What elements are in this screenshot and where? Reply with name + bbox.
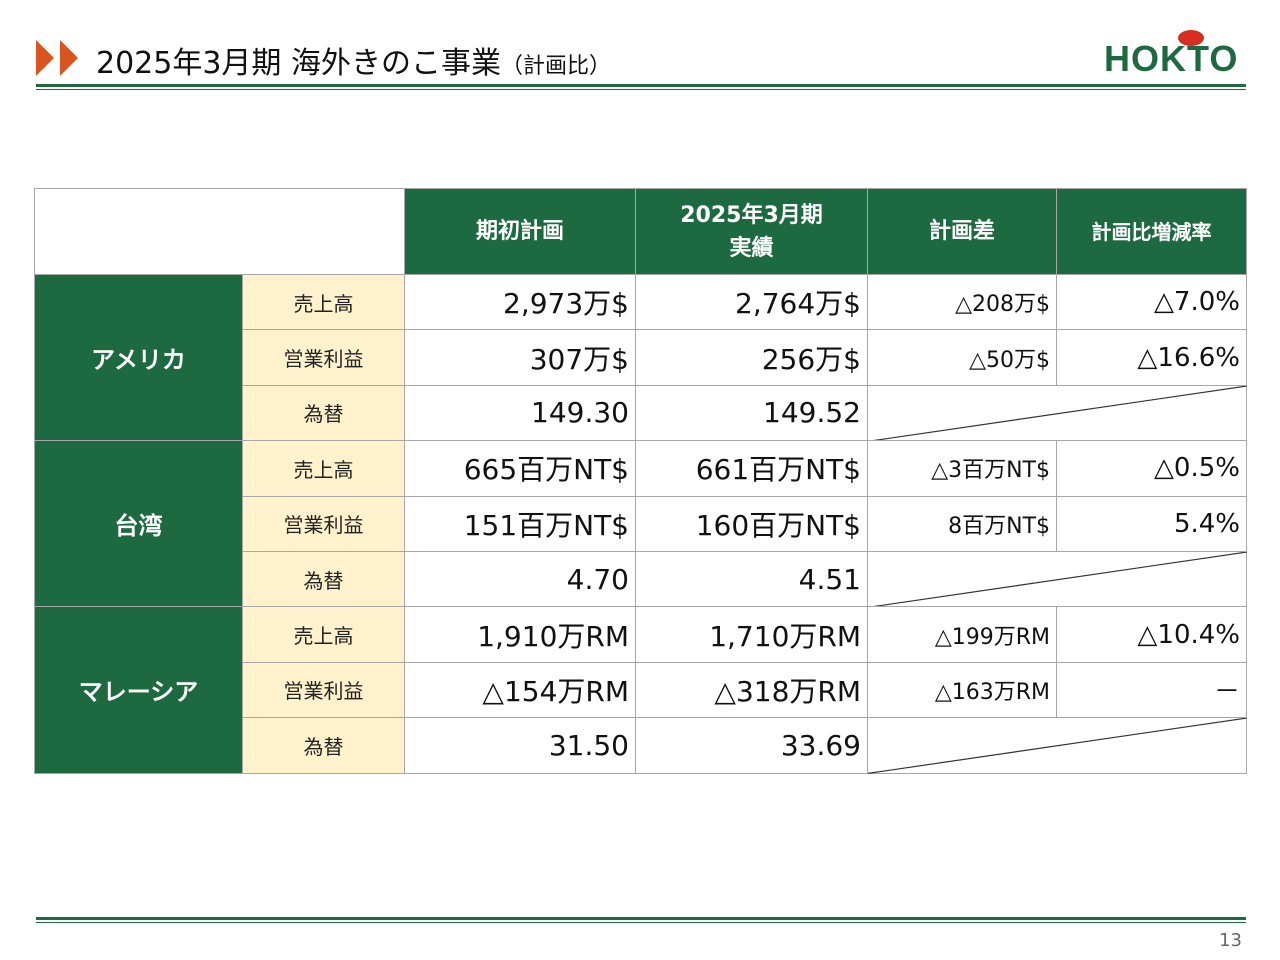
header-text: 計画差 [929,215,995,248]
header-line: 計画差 [928,219,995,244]
value-cell: △3百万NT$ [867,440,1057,497]
header-text: 計画比増減率 [1092,217,1212,247]
header-line: 期初計画 [475,219,564,244]
row-label: 為替 [242,717,405,774]
header-text: 期初計画 [476,215,564,248]
value-cell: △154万RM [404,661,636,719]
value-cell: 307万$ [404,329,636,386]
title-note: （計画比） [500,54,611,79]
column-header: 計画比増減率 [1056,188,1247,275]
rule [36,89,1246,90]
value-cell: 149.52 [635,384,868,442]
value-cell: 31.50 [404,717,636,774]
row-label: 売上高 [242,440,405,497]
value-cell: 4.70 [404,551,636,608]
group-label: 台湾 [34,440,243,608]
diagonal [868,385,1247,442]
header-line: 2025年3月期 [680,202,823,228]
value-cell: 4.51 [635,551,868,608]
rule [36,922,1246,923]
value-cell: 1,710万RM [635,606,868,663]
header-text: 2025年3月期 実績 [680,199,823,265]
value-cell: 1,910万RM [404,606,636,663]
row-label: 営業利益 [242,495,405,552]
empty-cell [867,384,1247,442]
row-label: 為替 [242,551,405,608]
diagonal-line [868,385,1247,442]
title: 2025年3月期 海外きのこ事業（計画比） [96,38,611,82]
row-label: 売上高 [242,606,405,663]
row-label: 営業利益 [242,661,405,719]
value-cell: 8百万NT$ [867,495,1057,552]
logo: HOKTO [1104,38,1239,79]
diagonal-line [868,552,1247,608]
rule [36,84,1246,87]
header-line: 計画比増減率 [1091,219,1212,244]
row-label: 為替 [242,384,405,442]
corner-cell [34,188,405,275]
value-cell: △0.5% [1056,440,1247,497]
diagonal-line [868,718,1247,774]
column-header: 期初計画 [404,188,636,275]
value-cell: △16.6% [1056,329,1247,386]
diagonal [868,552,1247,608]
value-cell: △163万RM [867,661,1057,719]
title-arrows [36,40,78,76]
value-cell: △10.4% [1056,606,1247,663]
value-cell: △208万$ [867,274,1057,331]
row-label: 営業利益 [242,329,405,386]
value-cell: － [1056,661,1247,719]
value-cell: △199万RM [867,606,1057,663]
row-label: 売上高 [242,274,405,331]
column-header: 計画差 [867,188,1057,275]
value-cell: 2,764万$ [635,274,868,331]
value-cell: 151百万NT$ [404,495,636,552]
rule [36,917,1246,920]
value-cell: 149.30 [404,384,636,442]
group-label: アメリカ [34,274,243,442]
value-cell: △318万RM [635,661,868,719]
value-cell: 33.69 [635,717,868,774]
value-cell: 661百万NT$ [635,440,868,497]
header-line: 実績 [729,235,774,261]
empty-cell [867,551,1247,608]
page-number: 13 [1219,930,1242,951]
logo-mark [1178,30,1204,46]
group-label: マレーシア [34,606,243,774]
diagonal [868,718,1247,774]
value-cell: 160百万NT$ [635,495,868,552]
value-cell: 5.4% [1056,495,1247,552]
value-cell: 665百万NT$ [404,440,636,497]
value-cell: 2,973万$ [404,274,636,331]
empty-cell [867,717,1247,774]
value-cell: △50万$ [867,329,1057,386]
column-header: 2025年3月期 実績 [635,188,868,275]
title-text: 2025年3月期 海外きのこ事業 [96,46,501,81]
value-cell: △7.0% [1056,274,1247,331]
value-cell: 256万$ [635,329,868,386]
